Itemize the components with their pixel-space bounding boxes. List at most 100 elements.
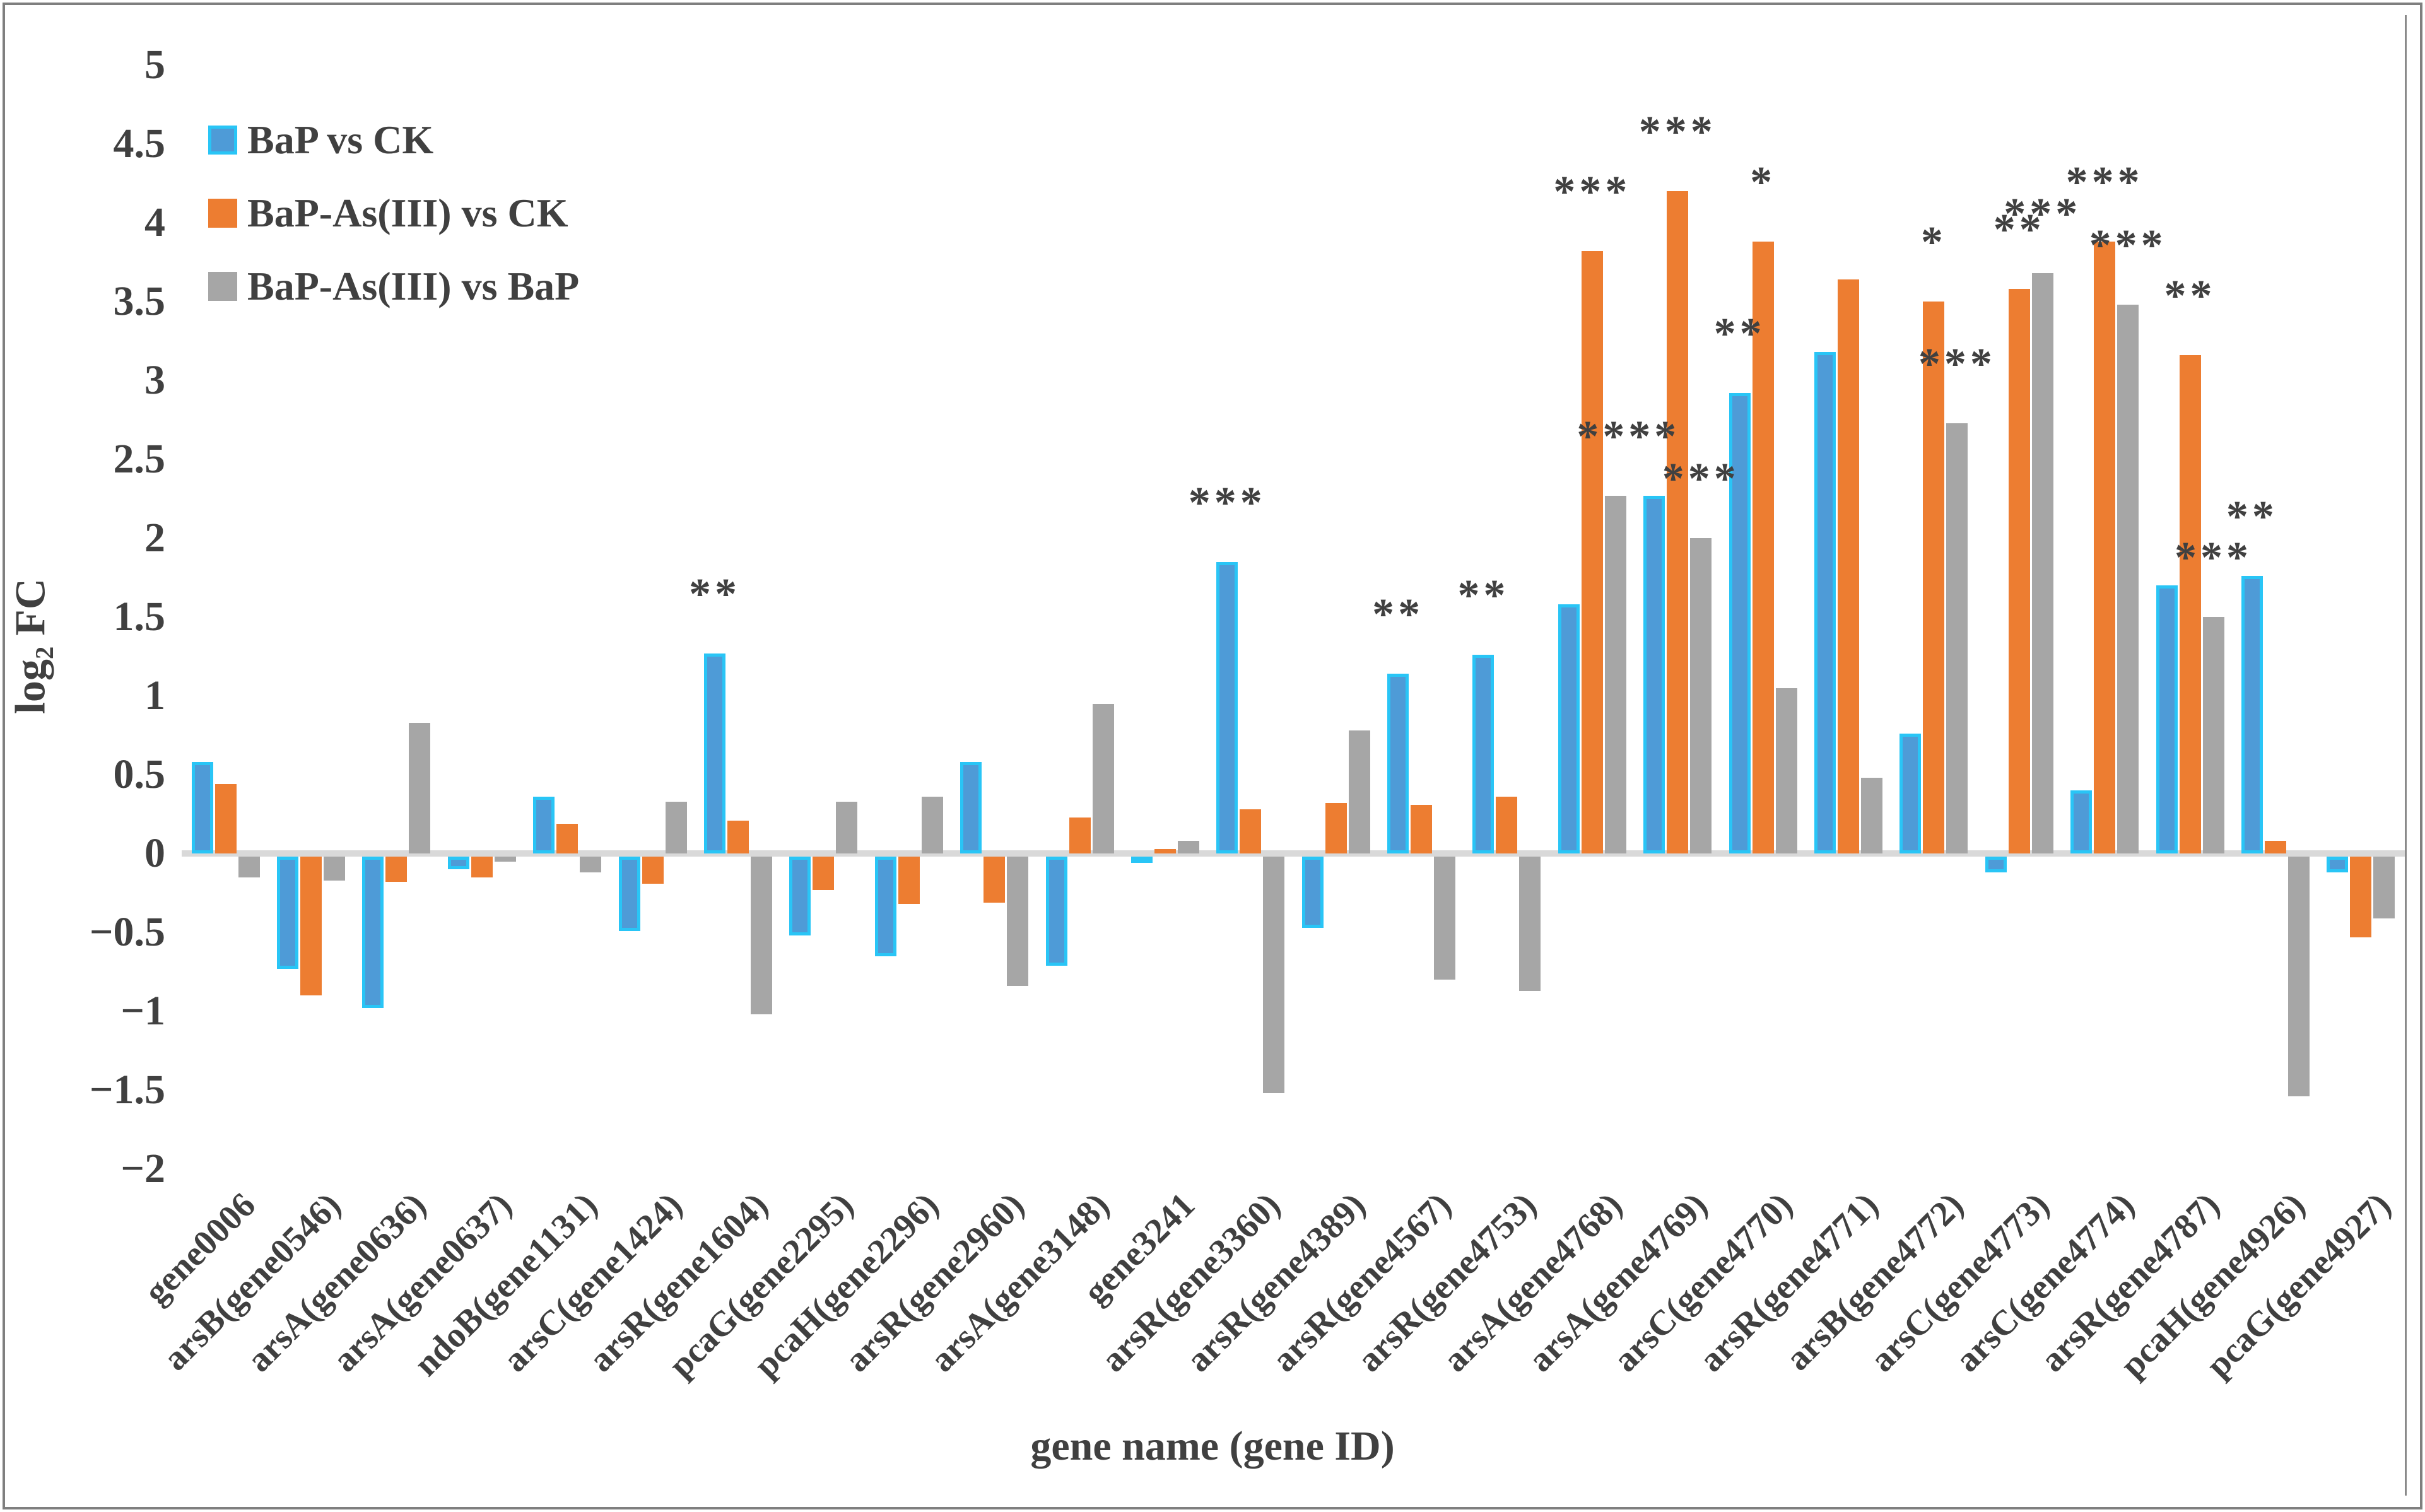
bar-bap-as-iii-vs-bap-arsR(gene4567) (1434, 857, 1456, 980)
significance-label: *** (1188, 478, 1266, 527)
significance-label: *** (1662, 455, 1740, 503)
y-tick-label: −1.5 (89, 1067, 165, 1113)
y-tick-label: 3.5 (113, 278, 166, 324)
y-tick-label: −0.5 (89, 909, 165, 955)
bar-bap-vs-ck-arsR(gene4567) (1387, 674, 1409, 853)
bar-bap-as-iii-vs-ck-arsC(gene4774) (2094, 242, 2116, 853)
significance-label: ** (1993, 206, 2045, 254)
bar-bap-vs-ck-pcaG(gene2295) (789, 857, 811, 935)
bar-bap-as-iii-vs-bap-arsR(gene4771) (1861, 778, 1882, 853)
bar-bap-as-iii-vs-ck-arsR(gene1604) (727, 820, 749, 853)
zero-baseline (182, 850, 2405, 857)
significance-label: *** (2175, 534, 2253, 582)
bar-bap-as-iii-vs-bap-arsR(gene2960) (1007, 857, 1029, 986)
significance-label: *** (2089, 221, 2167, 270)
bar-bap-as-iii-vs-bap-arsC(gene1424) (665, 801, 687, 853)
significance-label: *** (1577, 412, 1655, 461)
significance-label: *** (2004, 190, 2082, 238)
bar-bap-vs-ck-arsB(gene4772) (1899, 734, 1922, 853)
bar-bap-as-iii-vs-bap-arsA(gene4769) (1690, 538, 1712, 853)
x-axis-title: gene name (gene ID) (1030, 1423, 1395, 1469)
bar-bap-vs-ck-arsC(gene4774) (2070, 790, 2093, 853)
chart-right-border (2405, 15, 2407, 1496)
significance-label: * (1920, 218, 1947, 267)
legend-swatch-icon (208, 272, 237, 301)
significance-label: ** (2226, 493, 2278, 541)
y-tick-label: 1.5 (113, 594, 166, 640)
bar-bap-vs-ck-arsC(gene4773) (1985, 857, 2007, 872)
bar-bap-as-iii-vs-ck-arsR(gene4771) (1838, 279, 1859, 853)
bar-bap-vs-ck-gene0006 (191, 762, 213, 853)
bar-bap-vs-ck-arsR(gene4753) (1472, 655, 1494, 853)
significance-label: ** (1372, 590, 1424, 639)
y-tick-label: 4.5 (113, 120, 166, 167)
bar-bap-as-iii-vs-bap-arsC(gene4770) (1775, 688, 1797, 853)
bar-bap-as-iii-vs-bap-arsR(gene3360) (1263, 857, 1285, 1093)
bar-bap-as-iii-vs-bap-pcaG(gene2295) (836, 801, 858, 853)
y-tick-label: 0 (144, 830, 165, 876)
legend-label: BaP-As(III) vs CK (247, 190, 568, 235)
bar-bap-as-iii-vs-ck-arsB(gene0546) (300, 857, 322, 995)
bar-bap-as-iii-vs-bap-arsR(gene4787) (2202, 617, 2224, 853)
bar-bap-as-iii-vs-ck-arsR(gene2960) (984, 857, 1006, 903)
legend-swatch-icon (208, 126, 237, 155)
bar-bap-as-iii-vs-bap-arsR(gene1604) (751, 857, 772, 1014)
bar-bap-as-iii-vs-ck-arsA(gene3148) (1069, 817, 1091, 853)
y-tick-label: 4 (144, 199, 165, 245)
bar-bap-as-iii-vs-bap-arsR(gene4389) (1348, 730, 1370, 853)
bar-bap-as-iii-vs-ck-arsA(gene4768) (1581, 251, 1603, 853)
bar-bap-as-iii-vs-bap-gene3241 (1177, 841, 1199, 853)
bar-bap-as-iii-vs-bap-arsB(gene4772) (1946, 423, 1968, 853)
y-tick-label: 1 (144, 672, 165, 718)
bar-bap-as-iii-vs-bap-arsA(gene4768) (1604, 495, 1626, 853)
bar-bap-vs-ck-arsR(gene1604) (704, 653, 725, 853)
bar-bap-vs-ck-arsR(gene4771) (1814, 352, 1836, 853)
bar-bap-vs-ck-arsA(gene3148) (1045, 857, 1067, 966)
bar-bap-as-iii-vs-ck-pcaH(gene4926) (2264, 841, 2286, 853)
y-tick-label: −2 (120, 1146, 165, 1192)
significance-label: ** (2164, 272, 2216, 320)
bar-bap-as-iii-vs-ck-pcaH(gene2296) (898, 857, 920, 904)
bar-bap-as-iii-vs-bap-ndoB(gene1131) (580, 857, 602, 872)
bar-bap-as-iii-vs-bap-pcaG(gene4927) (2373, 857, 2395, 918)
bar-bap-as-iii-vs-ck-arsR(gene4567) (1411, 804, 1433, 853)
bar-bap-as-iii-vs-ck-ndoB(gene1131) (556, 823, 578, 853)
bar-bap-as-iii-vs-bap-gene0006 (238, 857, 260, 877)
bar-bap-vs-ck-pcaH(gene2296) (874, 857, 896, 956)
bar-bap-vs-ck-arsR(gene4787) (2156, 585, 2178, 853)
bar-bap-vs-ck-arsR(gene3360) (1216, 561, 1238, 853)
significance-label: ** (1457, 571, 1510, 620)
y-tick-label: −1 (120, 988, 165, 1034)
legend-label: BaP vs CK (247, 117, 434, 162)
bar-bap-as-iii-vs-ck-arsR(gene4389) (1325, 803, 1347, 853)
legend-label: BaP-As(III) vs BaP (247, 264, 580, 308)
significance-label: ** (689, 570, 741, 619)
bar-bap-as-iii-vs-bap-arsA(gene0636) (409, 722, 431, 853)
bar-bap-as-iii-vs-ck-pcaG(gene2295) (813, 857, 835, 890)
bar-bap-vs-ck-pcaG(gene4927) (2327, 857, 2349, 872)
legend-item: BaP-As(III) vs BaP (208, 266, 579, 307)
y-tick-label: 5 (144, 42, 165, 88)
bar-bap-as-iii-vs-bap-pcaH(gene4926) (2287, 857, 2310, 1096)
bar-bap-as-iii-vs-ck-arsA(gene4769) (1667, 191, 1689, 853)
bar-bap-vs-ck-arsR(gene4389) (1301, 857, 1324, 928)
significance-label: * (1750, 158, 1776, 207)
bar-bap-vs-ck-ndoB(gene1131) (533, 797, 555, 853)
bar-bap-as-iii-vs-ck-pcaG(gene4927) (2350, 857, 2372, 937)
bar-bap-vs-ck-gene3241 (1130, 857, 1153, 863)
bar-bap-vs-ck-arsA(gene0636) (362, 857, 384, 1008)
legend-item: BaP vs CK (208, 120, 579, 160)
bar-bap-vs-ck-arsC(gene4770) (1729, 393, 1751, 853)
significance-label: *** (1918, 339, 1996, 389)
significance-label: ** (1628, 412, 1681, 461)
bar-bap-as-iii-vs-ck-arsC(gene4773) (2008, 289, 2030, 853)
significance-label: *** (1638, 108, 1717, 156)
y-tick-label: 0.5 (113, 751, 166, 797)
bar-bap-vs-ck-arsA(gene4769) (1643, 495, 1665, 853)
bar-bap-vs-ck-arsA(gene4768) (1558, 604, 1580, 853)
significance-label: ** (1713, 310, 1766, 358)
significance-label: *** (2065, 158, 2144, 207)
bar-bap-vs-ck-arsB(gene0546) (277, 857, 299, 969)
bar-bap-as-iii-vs-bap-arsA(gene3148) (1092, 703, 1114, 853)
